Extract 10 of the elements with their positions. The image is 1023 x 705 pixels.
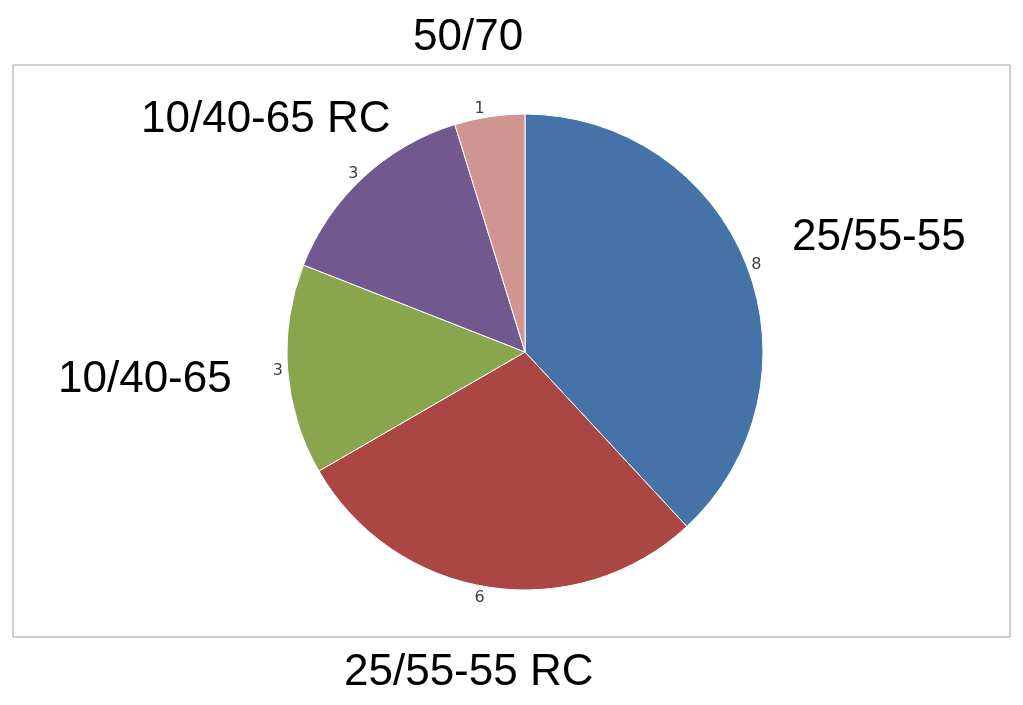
data-label: 8: [751, 254, 762, 274]
slice-label: 25/55-55: [792, 210, 966, 259]
data-label: 6: [474, 587, 485, 607]
data-label: 3: [272, 360, 283, 380]
slice-label: 50/70: [413, 10, 524, 59]
slice-label: 10/40-65: [58, 352, 232, 401]
slice-label: 25/55-55 RC: [344, 645, 594, 694]
slice-label: 10/40-65 RC: [141, 92, 391, 141]
data-label: 3: [348, 162, 359, 182]
data-label: 1: [474, 97, 485, 117]
